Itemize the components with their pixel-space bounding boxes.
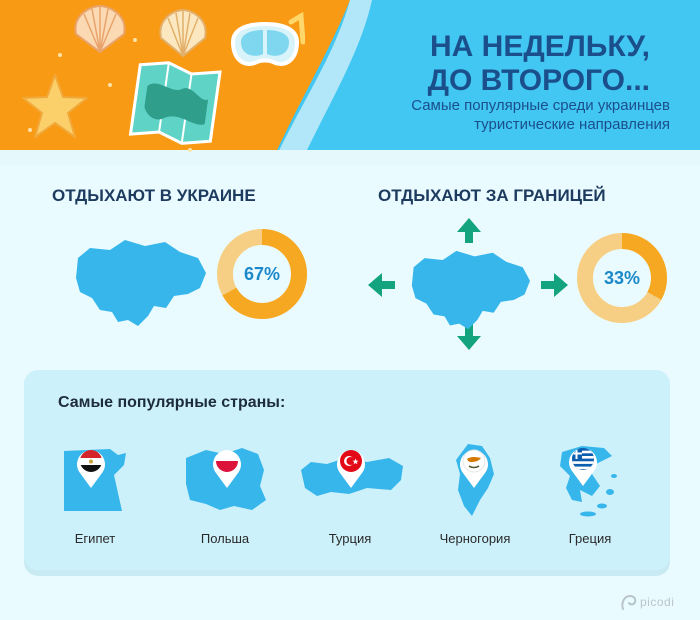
main-subtitle: Самые популярные среди украинцев туристи…	[411, 97, 670, 133]
domestic-donut	[217, 229, 307, 319]
diving-mask-icon	[230, 12, 305, 66]
shell-icon	[74, 4, 126, 54]
arrow-left-icon	[368, 273, 395, 297]
country-label-turkey: Турция	[328, 531, 372, 546]
egypt-flag-icon	[77, 450, 105, 488]
arrow-right-icon	[541, 273, 568, 297]
domestic-percent: 67%	[243, 264, 281, 284]
abroad-percent: 33%	[603, 268, 641, 288]
popular-countries-heading: Самые популярные страны:	[58, 394, 286, 411]
abroad-donut	[577, 233, 667, 323]
picodi-logo-icon	[621, 594, 637, 610]
arrow-down-icon	[457, 322, 481, 350]
poland-flag-icon	[213, 450, 241, 488]
ukraine-map	[76, 240, 206, 326]
brand-name: picodi	[640, 595, 675, 609]
ukraine-map	[411, 250, 530, 330]
turkey-flag-icon	[337, 450, 365, 488]
starfish-icon	[22, 74, 88, 138]
abroad-heading: ОТДЫХАЮТ ЗА ГРАНИЦЕЙ	[378, 186, 606, 205]
country-label-greece: Греция	[568, 531, 612, 546]
folded-map-icon	[128, 61, 222, 145]
arrow-up-icon	[457, 218, 481, 243]
cyprus-flag-icon	[460, 449, 488, 488]
greece-flag-icon	[569, 448, 597, 486]
main-title: НА НЕДЕЛЬКУ, ДО ВТОРОГО...	[427, 30, 650, 97]
country-label-egypt: Египет	[74, 531, 116, 546]
country-label-montenegro: Черногория	[439, 531, 511, 546]
domestic-heading: ОТДЫХАЮТ В УКРАИНЕ	[52, 186, 256, 205]
country-label-poland: Польша	[200, 531, 250, 546]
shell-icon	[159, 8, 207, 58]
